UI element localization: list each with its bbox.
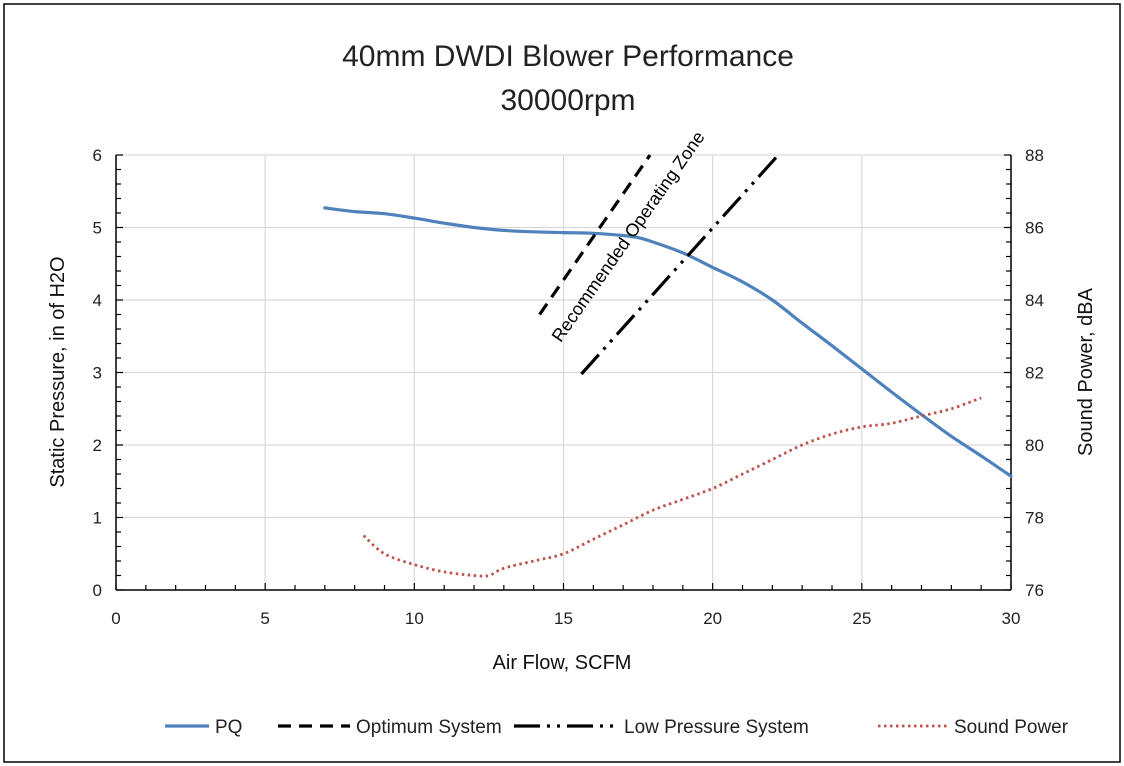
y2-tick-label: 86 [1025, 219, 1044, 238]
y-axis-title: Static Pressure, in of H2O [47, 256, 69, 487]
legend-label: Low Pressure System [624, 717, 809, 738]
y-tick-label: 5 [93, 219, 102, 238]
x-tick-label: 10 [405, 609, 424, 628]
y2-axis-title: Sound Power, dBA [1075, 287, 1097, 456]
series-line-sound-power [362, 396, 982, 578]
x-tick-label: 20 [703, 609, 722, 628]
x-tick-label: 25 [852, 609, 871, 628]
chart-frame [3, 3, 1121, 763]
y2-tick-label: 80 [1025, 436, 1044, 455]
y2-tick-label: 78 [1025, 509, 1044, 528]
chart-title: 40mm DWDI Blower Performance [342, 40, 794, 73]
y2-tick-label: 82 [1025, 364, 1044, 383]
chart-subtitle: 30000rpm [500, 84, 635, 117]
x-tick-label: 15 [554, 609, 573, 628]
legend: PQ Optimum System Low Pressure System Sound… [165, 717, 1069, 738]
x-tick-label: 5 [260, 609, 269, 628]
x-tick-label: 0 [111, 609, 120, 628]
legend-label: Optimum System [356, 717, 502, 738]
x-tick-label: 30 [1002, 609, 1021, 628]
y-tick-label: 6 [93, 146, 102, 165]
y-tick-label: 3 [93, 364, 102, 383]
legend-label: Sound Power [954, 717, 1069, 738]
series [323, 153, 1013, 578]
y-tick-label: 1 [93, 509, 102, 528]
y2-tick-label: 76 [1025, 581, 1044, 600]
series-line-optimum-system [538, 154, 652, 316]
tick-marks [115, 154, 1012, 591]
series-line-low-pressure-system [580, 153, 780, 376]
y-tick-label: 0 [93, 581, 102, 600]
y-tick-label: 4 [93, 291, 102, 310]
y2-tick-label: 88 [1025, 146, 1044, 165]
tick-labels: 0 5 10 15 20 25 30 0 1 2 3 4 5 6 76 78 80 82 84 86 88 [93, 146, 1044, 628]
x-axis-title: Air Flow, SCFM [493, 652, 632, 674]
y2-tick-label: 84 [1025, 291, 1044, 310]
legend-label: PQ [215, 717, 242, 738]
series-line-pq [323, 206, 1013, 478]
y-tick-label: 2 [93, 436, 102, 455]
